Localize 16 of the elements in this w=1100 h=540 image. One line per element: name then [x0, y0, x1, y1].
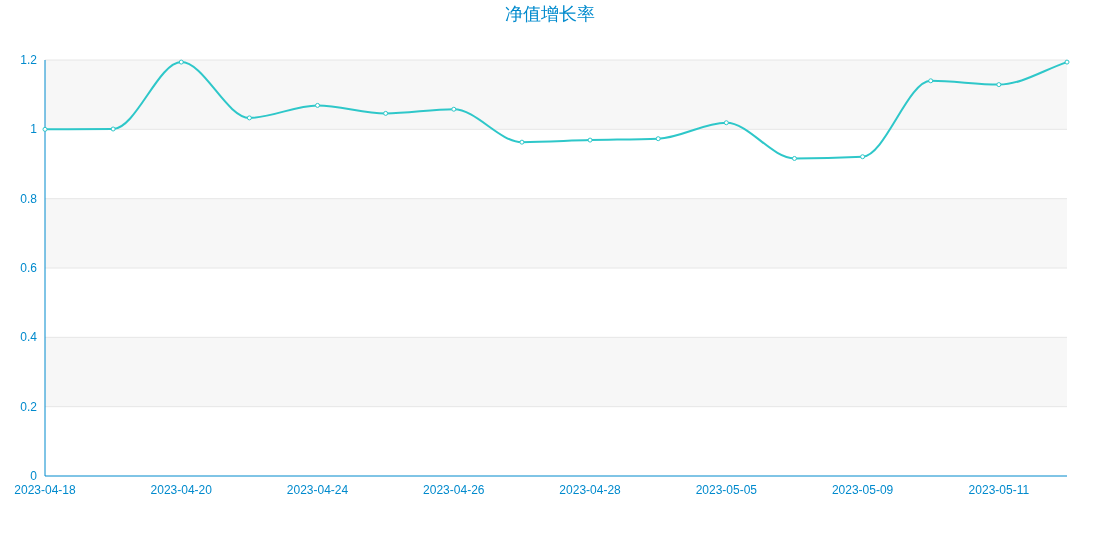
- x-tick-label: 2023-05-05: [695, 483, 758, 497]
- y-tick-label: 1: [30, 122, 38, 137]
- y-tick-label: 0.4: [20, 330, 38, 345]
- x-tick-label: 2023-04-28: [559, 483, 622, 497]
- x-tick-label: 2023-04-26: [423, 483, 485, 497]
- x-tick-label: 2023-04-20: [150, 483, 213, 497]
- y-tick-label: 0.8: [20, 191, 38, 206]
- y-tick-label: 1.2: [20, 53, 38, 67]
- y-tick-label: 0: [30, 469, 38, 483]
- x-tick-label: 2023-04-18: [14, 483, 77, 497]
- x-tick-label: 2023-05-11: [968, 483, 1030, 497]
- x-tick-label: 2023-04-24: [286, 483, 349, 497]
- y-tick-label: 0.6: [20, 261, 38, 275]
- y-tick-label: 0.2: [20, 399, 38, 414]
- x-tick-label: 2023-05-09: [831, 483, 894, 497]
- chart-title: 净值增长率: [505, 4, 595, 24]
